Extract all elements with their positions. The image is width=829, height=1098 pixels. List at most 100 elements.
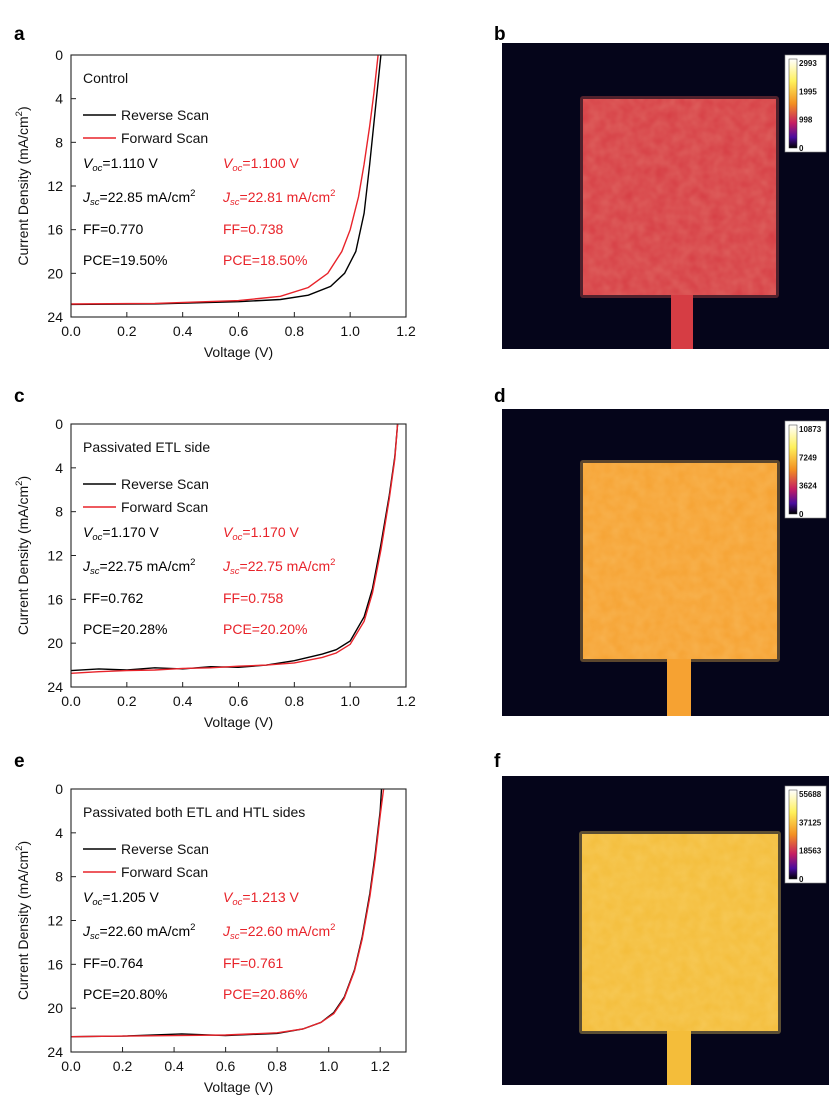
y-tick-label: 12 <box>47 913 63 929</box>
jv-chart-etl: 0.0 0.2 0.4 0.6 0.8 1.0 1.2 0 4 8 12 16 20 24 Voltage … <box>14 416 416 730</box>
forward-scan-line <box>70 788 385 1038</box>
x-axis-label: Voltage (V) <box>204 714 273 730</box>
pce-value-forward: PCE=18.50% <box>223 252 307 268</box>
jsc-value-reverse: Jsc=22.60 mA/cm2 <box>82 922 195 942</box>
y-tick-label: 0 <box>55 781 63 797</box>
x-tick-label: 0.0 <box>61 323 81 339</box>
ff-value-reverse: FF=0.764 <box>83 955 144 971</box>
ff-value-forward: FF=0.761 <box>223 955 284 971</box>
voc-value-reverse: Voc=1.110 V <box>83 155 158 174</box>
y-tick-label: 24 <box>47 1044 63 1060</box>
reverse-scan-line <box>70 54 382 306</box>
x-tick-label: 1.0 <box>340 693 360 709</box>
jsc-value-forward: Jsc=22.75 mA/cm2 <box>222 557 335 577</box>
x-tick-label: 1.2 <box>396 693 416 709</box>
device-tab <box>667 659 691 716</box>
x-tick-label: 0.6 <box>229 323 249 339</box>
chart-annotation: Control <box>83 70 128 86</box>
forward-scan-line <box>70 423 399 674</box>
device-texture <box>582 834 778 1031</box>
colorbar-tick-label: 3624 <box>799 482 817 491</box>
colorbar-tick-label: 0 <box>799 875 804 884</box>
x-tick-label: 0.2 <box>113 1058 133 1074</box>
voc-value-reverse: Voc=1.205 V <box>83 889 160 908</box>
x-tick-label: 0.0 <box>61 1058 81 1074</box>
pce-value-reverse: PCE=20.80% <box>83 986 167 1002</box>
y-tick-label: 4 <box>55 460 63 476</box>
x-tick-label: 0.0 <box>61 693 81 709</box>
legend-label-reverse: Reverse Scan <box>121 841 209 857</box>
y-axis-label: Current Density (mA/cm2) <box>14 106 31 265</box>
colorbar-tick-label: 0 <box>799 510 804 519</box>
legend-label-forward: Forward Scan <box>121 130 208 146</box>
colorbar-tick-label: 55688 <box>799 790 822 799</box>
voc-value-forward: Voc=1.100 V <box>223 155 300 174</box>
colorbar-tick-label: 37125 <box>799 818 822 827</box>
ff-value-reverse: FF=0.762 <box>83 590 144 606</box>
y-tick-label: 0 <box>55 47 63 63</box>
reverse-scan-line <box>70 423 399 672</box>
y-tick-label: 8 <box>55 504 63 520</box>
x-tick-label: 1.0 <box>319 1058 339 1074</box>
y-tick-label: 8 <box>55 869 63 885</box>
ff-value-reverse: FF=0.770 <box>83 221 144 237</box>
ff-value-forward: FF=0.758 <box>223 590 284 606</box>
colorbar-tick-label: 998 <box>799 116 813 125</box>
y-tick-label: 16 <box>47 591 63 607</box>
colorbar-tick-label: 7249 <box>799 453 817 462</box>
colorbar-tick-label: 0 <box>799 144 804 153</box>
y-tick-label: 24 <box>47 679 63 695</box>
colorbar-tick-label: 18563 <box>799 847 822 856</box>
x-tick-label: 0.2 <box>117 323 137 339</box>
panel-letter-b: b <box>494 24 506 45</box>
jsc-value-reverse: Jsc=22.85 mA/cm2 <box>82 188 195 208</box>
panel-letter-c: c <box>14 386 25 407</box>
voc-value-reverse: Voc=1.170 V <box>83 524 160 543</box>
y-axis-label: Current Density (mA/cm2) <box>14 476 31 635</box>
pce-value-reverse: PCE=19.50% <box>83 252 167 268</box>
x-tick-label: 0.8 <box>285 693 305 709</box>
x-tick-label: 1.2 <box>396 323 416 339</box>
x-tick-label: 0.8 <box>285 323 305 339</box>
y-tick-label: 16 <box>47 956 63 972</box>
x-tick-label: 0.4 <box>173 323 193 339</box>
device-texture <box>583 99 776 295</box>
colorbar-gradient <box>788 789 798 880</box>
x-tick-label: 1.2 <box>370 1058 390 1074</box>
y-axis-label: Current Density (mA/cm2) <box>14 841 31 1000</box>
y-tick-label: 20 <box>47 635 63 651</box>
voc-value-forward: Voc=1.213 V <box>223 889 300 908</box>
x-tick-label: 0.6 <box>229 693 249 709</box>
jsc-value-forward: Jsc=22.60 mA/cm2 <box>222 922 335 942</box>
plot-frame <box>70 423 407 688</box>
pce-value-forward: PCE=20.86% <box>223 986 307 1002</box>
x-axis-label: Voltage (V) <box>204 344 273 360</box>
colorbar-gradient <box>788 58 798 149</box>
colorbar-tick-label: 10873 <box>799 425 822 434</box>
pl-map-etl-htl: 55688 37125 18563 0 <box>502 776 829 1085</box>
jv-chart-etl-htl: 0.0 0.2 0.4 0.6 0.8 1.0 1.2 0 4 8 12 16 20 24 Voltage … <box>14 781 407 1095</box>
chart-annotation: Passivated both ETL and HTL sides <box>83 804 305 820</box>
legend-label-forward: Forward Scan <box>121 499 208 515</box>
jv-chart-control: 0.0 0.2 0.4 0.6 0.8 1.0 1.2 0 4 8 12 16 20 24 Voltage … <box>14 47 416 360</box>
chart-annotation: Passivated ETL side <box>83 439 210 455</box>
forward-scan-line <box>70 54 379 305</box>
y-tick-label: 16 <box>47 222 63 238</box>
x-tick-label: 0.4 <box>173 693 193 709</box>
plot-frame <box>70 54 407 318</box>
x-tick-label: 0.4 <box>164 1058 184 1074</box>
panel-letter-e: e <box>14 751 25 772</box>
panel-letter-f: f <box>494 751 501 772</box>
y-tick-label: 4 <box>55 825 63 841</box>
legend-label-reverse: Reverse Scan <box>121 476 209 492</box>
y-tick-label: 20 <box>47 265 63 281</box>
device-tab <box>671 295 693 349</box>
y-tick-label: 24 <box>47 309 63 325</box>
jsc-value-forward: Jsc=22.81 mA/cm2 <box>222 188 335 208</box>
x-tick-label: 0.8 <box>267 1058 287 1074</box>
x-tick-label: 0.6 <box>216 1058 236 1074</box>
device-texture <box>583 463 777 659</box>
x-tick-label: 1.0 <box>340 323 360 339</box>
colorbar-gradient <box>788 424 798 515</box>
